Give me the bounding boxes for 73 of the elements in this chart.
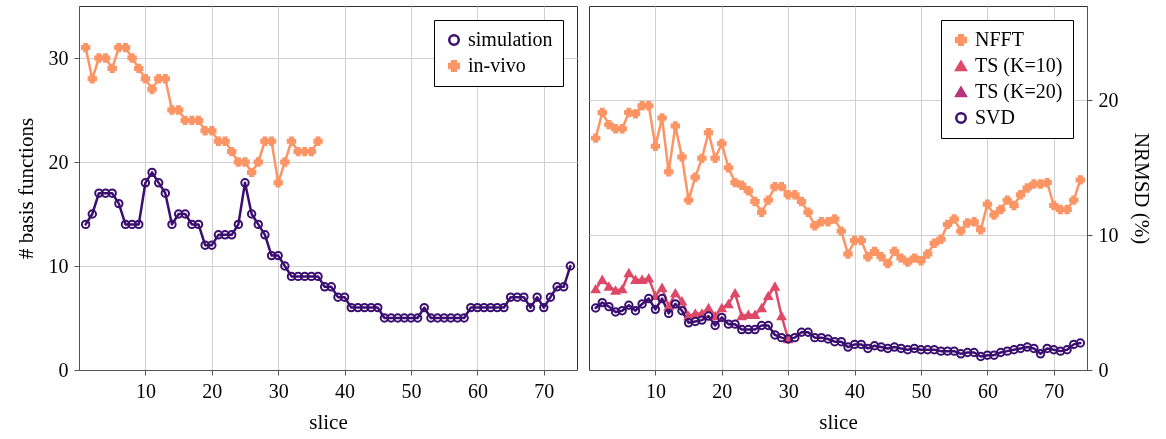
point — [286, 136, 297, 146]
point — [273, 178, 283, 188]
x-tick-label: 10 — [645, 379, 666, 402]
point — [670, 288, 681, 298]
legend-label: TS (K=20) — [975, 80, 1063, 103]
x-tick-label: 70 — [1044, 379, 1065, 402]
x-tick-label: 30 — [778, 379, 799, 402]
x-tick-label: 20 — [712, 379, 733, 402]
point — [87, 74, 97, 84]
point — [280, 157, 290, 167]
point — [604, 282, 614, 291]
point — [644, 274, 654, 283]
point — [153, 74, 164, 84]
x-tick-label: 40 — [335, 379, 356, 402]
point — [737, 311, 747, 321]
y-tick-label: 30 — [48, 46, 69, 69]
point — [260, 136, 270, 146]
point — [160, 74, 171, 84]
point — [266, 136, 277, 146]
x-tick-label: 10 — [135, 379, 156, 402]
y-tick-label: 10 — [48, 254, 69, 277]
y-tick-label: 20 — [48, 150, 69, 173]
point — [610, 286, 621, 295]
point — [246, 167, 257, 178]
point — [200, 126, 210, 136]
legend-label: simulation — [468, 28, 553, 50]
point — [207, 126, 217, 136]
y2-tick-label: 10 — [1098, 223, 1119, 246]
legend-label: in-vivo — [468, 54, 526, 76]
y2-tick-label: 20 — [1098, 88, 1119, 111]
y2-tick-label: 0 — [1098, 358, 1109, 381]
point — [107, 63, 117, 74]
point — [690, 309, 700, 318]
x-tick-label: 20 — [202, 379, 223, 402]
legend-label: TS (K=10) — [975, 54, 1063, 77]
point — [776, 311, 787, 321]
x-tick-label: 30 — [268, 379, 289, 402]
y2-axis-title: NRMSD (%) — [1129, 132, 1154, 245]
x-tick-label: 60 — [467, 379, 488, 402]
point — [313, 136, 323, 146]
point — [140, 74, 151, 84]
point — [147, 84, 157, 94]
point — [763, 291, 773, 301]
legend-label: SVD — [975, 106, 1016, 128]
point — [227, 146, 237, 157]
point — [730, 288, 740, 298]
point — [703, 303, 714, 313]
y-axis-title: # basis functions — [13, 117, 38, 260]
point — [756, 303, 767, 313]
point — [240, 157, 250, 167]
point — [717, 303, 727, 313]
x-tick-label: 70 — [534, 379, 555, 402]
point — [127, 53, 137, 63]
point — [597, 275, 607, 284]
point — [173, 105, 184, 115]
point — [590, 284, 601, 294]
y-tick-label: 0 — [58, 358, 69, 381]
x-axis-title: slice — [819, 409, 858, 434]
point — [624, 268, 634, 278]
x-tick-label: 50 — [401, 379, 422, 402]
point — [100, 53, 111, 63]
point — [80, 42, 91, 53]
x-axis-title: slice — [309, 409, 348, 434]
point — [220, 136, 230, 146]
x-tick-label: 40 — [845, 379, 866, 402]
point — [770, 282, 780, 291]
x-tick-label: 50 — [911, 379, 932, 402]
x-tick-label: 60 — [977, 379, 998, 402]
legend-label: NFFT — [975, 28, 1024, 50]
point — [657, 283, 667, 292]
point — [134, 63, 144, 74]
point — [253, 157, 263, 167]
point — [723, 299, 734, 309]
